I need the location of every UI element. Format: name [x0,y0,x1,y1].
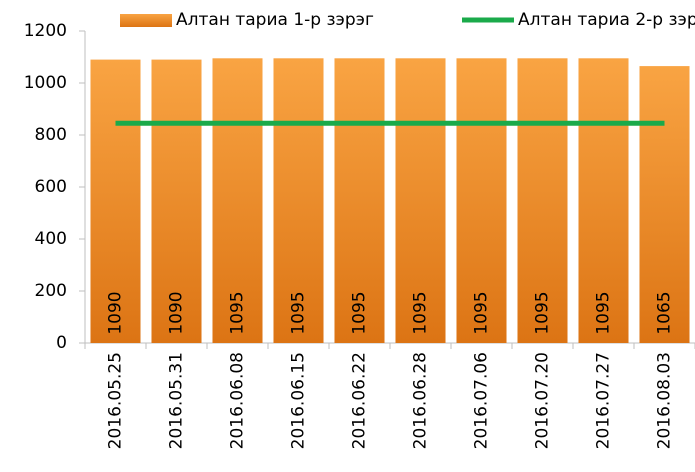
data-label: 1095 [228,291,248,334]
legend-label: Алтан тариа 1-р зэрэг [176,10,374,30]
x-tick-label: 2016.07.06 [472,352,492,449]
bar [90,59,141,343]
data-label: 1095 [350,291,370,334]
x-tick-label: 2016.07.27 [594,352,614,449]
x-tick-label: 2016.06.22 [350,352,370,449]
x-tick-label: 2016.05.31 [167,352,187,449]
x-tick-label: 2016.06.15 [289,352,309,449]
bar [212,58,263,344]
legend-label: Алтан тариа 2-р зэрэг [518,10,695,30]
bar [395,58,446,344]
y-tick-label: 400 [35,229,67,249]
x-tick-label: 2016.06.28 [411,352,431,449]
data-label: 1095 [594,291,614,334]
data-label: 1065 [655,291,675,334]
bar [517,58,568,344]
data-label: 1095 [472,291,492,334]
y-tick-label: 600 [35,177,67,197]
bar [578,58,629,344]
y-tick-label: 200 [35,281,67,301]
x-tick-label: 2016.06.08 [228,352,248,449]
legend-swatch [120,14,172,27]
y-tick-label: 1200 [24,21,67,41]
x-tick-label: 2016.05.25 [106,352,126,449]
data-label: 1095 [411,291,431,334]
y-tick-label: 1000 [24,73,67,93]
data-label: 1095 [289,291,309,334]
data-label: 1090 [106,291,126,334]
bar [151,59,202,343]
bar [334,58,385,344]
data-label: 1090 [167,291,187,334]
y-tick-label: 0 [56,333,67,353]
bar [273,58,324,344]
bar [639,66,690,343]
x-tick-label: 2016.07.20 [533,352,553,449]
bar [456,58,507,344]
data-label: 1095 [533,291,553,334]
y-tick-label: 800 [35,125,67,145]
x-tick-label: 2016.08.03 [655,352,675,449]
